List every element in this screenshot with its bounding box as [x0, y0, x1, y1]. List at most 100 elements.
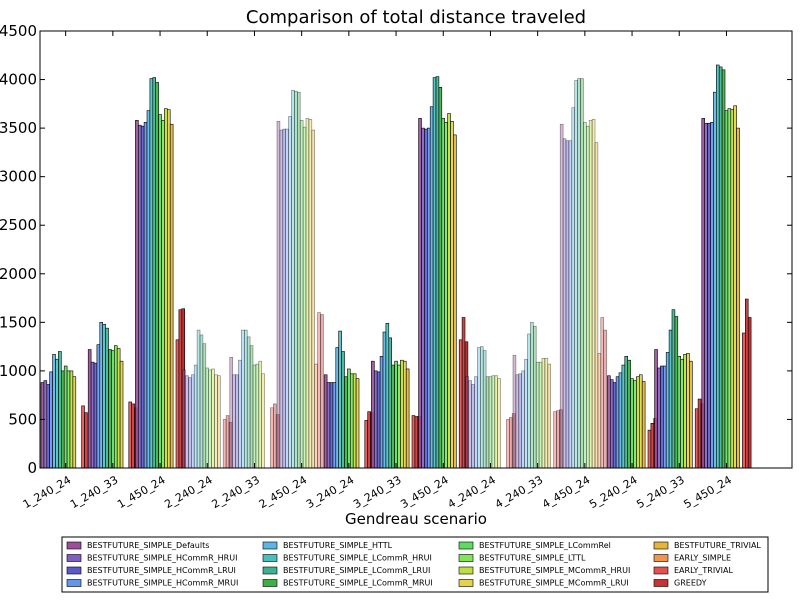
- bar: [84, 412, 88, 469]
- x-tick-label: 4_450_24: [540, 473, 592, 511]
- y-tick-label: 2500: [0, 216, 37, 234]
- bar: [135, 120, 139, 469]
- bar: [618, 372, 623, 469]
- x-tick-label: 3_450_24: [398, 473, 450, 511]
- legend-swatch: [262, 554, 278, 562]
- x-tick-label: 4_240_24: [446, 473, 498, 511]
- bar: [710, 121, 714, 469]
- bar: [72, 376, 77, 469]
- bar: [119, 360, 124, 469]
- bar: [385, 322, 390, 469]
- bar: [55, 358, 59, 469]
- bar: [161, 120, 165, 469]
- bar: [668, 329, 673, 469]
- bar: [671, 309, 676, 469]
- bar: [205, 367, 210, 469]
- bar: [574, 80, 578, 469]
- bar: [402, 360, 407, 469]
- bar: [202, 343, 207, 469]
- bar: [217, 375, 221, 469]
- bar-group-3_240_24: [323, 330, 374, 469]
- bar: [40, 382, 45, 469]
- bar: [199, 334, 204, 469]
- bar: [580, 78, 584, 469]
- bar: [429, 106, 434, 469]
- chart-title: Comparison of total distance traveled: [246, 7, 586, 28]
- bar: [527, 333, 531, 469]
- legend-label: BESTFUTURE_TRIVIAL: [674, 541, 761, 550]
- bar: [508, 417, 513, 469]
- bar: [583, 121, 587, 469]
- bar: [311, 129, 315, 469]
- bar: [352, 373, 357, 469]
- bar: [468, 380, 472, 469]
- bar-group-5_240_33: [654, 309, 705, 469]
- bar: [225, 415, 230, 469]
- bar: [252, 364, 257, 469]
- x-tick-label: 5_240_24: [587, 473, 639, 511]
- bar: [638, 374, 643, 469]
- bar: [63, 365, 68, 469]
- bar: [474, 376, 478, 469]
- bar: [701, 118, 705, 469]
- bar: [450, 121, 454, 469]
- bar: [149, 78, 154, 469]
- bar: [99, 322, 104, 469]
- legend-swatch: [66, 566, 82, 575]
- legend-swatch: [66, 579, 82, 587]
- bar-group-2_240_24: [182, 329, 233, 469]
- bar: [515, 374, 520, 469]
- bar: [568, 140, 573, 469]
- bar: [258, 360, 262, 469]
- bar: [182, 369, 186, 469]
- bar: [615, 376, 620, 469]
- bar: [355, 378, 360, 469]
- bar: [58, 351, 62, 469]
- bar: [116, 348, 121, 469]
- bar: [718, 66, 723, 469]
- y-tick-label: 0: [27, 459, 37, 477]
- bar: [164, 108, 168, 469]
- bar: [178, 309, 183, 469]
- bar: [405, 368, 410, 469]
- bar: [553, 411, 557, 469]
- bar: [140, 125, 145, 469]
- bar: [524, 358, 528, 469]
- bar: [621, 364, 626, 469]
- bar: [232, 374, 236, 469]
- bar: [721, 69, 726, 469]
- bar: [270, 407, 274, 469]
- bar: [81, 405, 85, 469]
- bar: [600, 317, 604, 469]
- legend-swatch: [66, 554, 82, 562]
- bar: [152, 77, 157, 469]
- y-tick-label: 1000: [0, 362, 37, 380]
- y-tick-label: 4000: [0, 71, 37, 89]
- bar-group-2_240_33: [229, 329, 280, 469]
- x-tick-label: 3_240_33: [351, 473, 403, 511]
- bar-group-3_240_33: [371, 322, 421, 469]
- legend-swatch: [458, 541, 474, 550]
- bar: [562, 138, 567, 469]
- bar: [485, 376, 490, 469]
- bar: [482, 350, 487, 469]
- bar: [302, 126, 307, 469]
- bar: [444, 121, 448, 469]
- bar: [607, 375, 611, 469]
- bar: [471, 384, 475, 469]
- bar: [497, 378, 501, 469]
- bar: [323, 374, 328, 469]
- legend: BESTFUTURE_SIMPLE_Defaults BESTFUTURE_SIM…: [61, 536, 769, 593]
- legend-swatch: [262, 566, 278, 575]
- bar: [105, 327, 109, 469]
- x-tick-label: 5_450_24: [682, 473, 734, 511]
- bar-group-4_240_33: [512, 322, 563, 469]
- bar-group-1_240_24: [40, 351, 88, 469]
- legend-label: GREEDY: [674, 579, 707, 588]
- bar: [276, 121, 281, 469]
- bar: [131, 403, 135, 469]
- bar: [96, 344, 101, 469]
- bar: [155, 82, 159, 469]
- x-axis-label: Gendreau scenario: [345, 510, 487, 528]
